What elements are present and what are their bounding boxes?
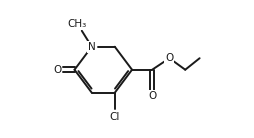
Text: O: O: [165, 53, 173, 63]
Text: Cl: Cl: [109, 112, 120, 122]
Text: O: O: [53, 65, 61, 75]
Text: O: O: [148, 91, 156, 101]
Text: N: N: [88, 42, 96, 52]
Text: CH₃: CH₃: [68, 19, 87, 29]
